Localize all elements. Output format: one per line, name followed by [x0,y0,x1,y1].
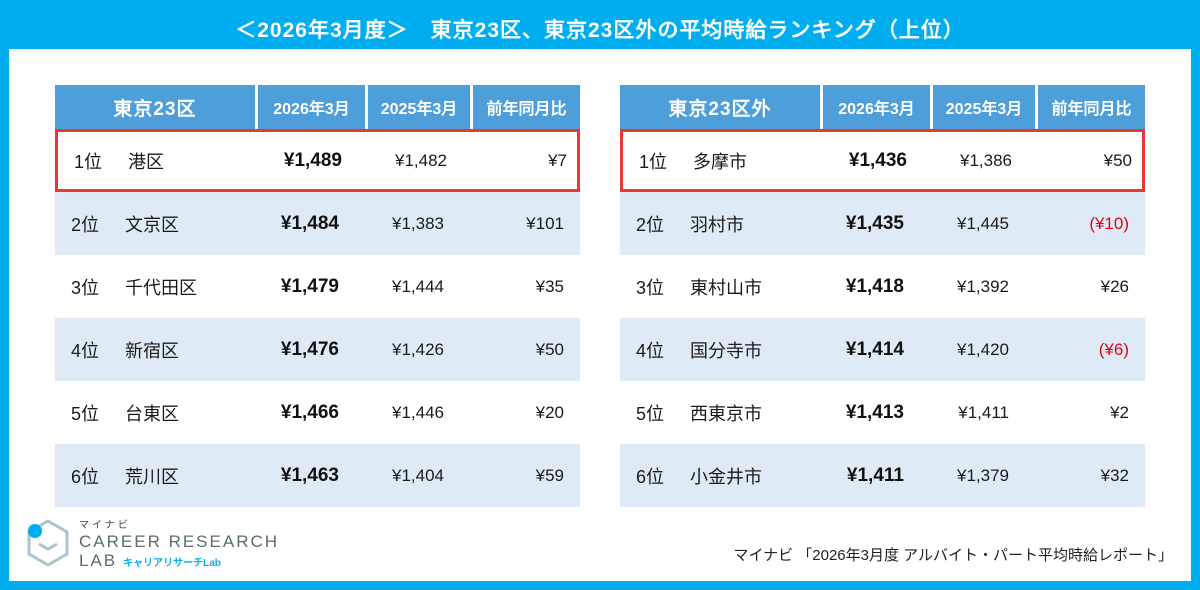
rank-cell: 3位 [71,277,100,298]
wage-2026-cell: ¥1,418 [845,275,904,297]
wage-2026-cell: ¥1,463 [280,464,339,486]
table-row: 1位 港区 ¥1,489 ¥1,482 ¥7 [55,129,580,192]
rank-cell: 1位 [639,151,668,172]
rank-cell: 3位 [636,277,665,298]
diff-cell: ¥20 [535,402,564,422]
table-row: 5位 台東区 ¥1,466 ¥1,446 ¥20 [55,381,580,444]
wage-2025-cell: ¥1,444 [392,276,444,296]
diff-cell: ¥50 [1103,150,1132,170]
table-row: 3位 東村山市 ¥1,418 ¥1,392 ¥26 [620,255,1145,318]
wage-2025-cell: ¥1,445 [957,213,1009,233]
area-cell: 荒川区 [125,466,179,487]
rank-cell: 1位 [74,151,103,172]
rank-cell: 4位 [71,340,100,361]
rank-cell: 2位 [636,214,665,235]
diff-cell: ¥35 [535,276,564,296]
rank-cell: 6位 [636,466,665,487]
area-cell: 小金井市 [690,466,762,487]
diff-cell: ¥50 [535,339,564,359]
area-cell: 羽村市 [690,214,744,235]
wage-2025-cell: ¥1,482 [395,150,447,170]
wage-2025-cell: ¥1,446 [392,402,444,422]
source-note: マイナビ 「2026年3月度 アルバイト・パート平均時給レポート」 [733,547,1173,564]
table-tokyo23-outside: 東京23区外 2026年3月 2025年3月 前年同月比 1位 多摩市 ¥1,4… [620,85,1145,507]
table-row: 2位 文京区 ¥1,484 ¥1,383 ¥101 [55,192,580,255]
area-cell: 多摩市 [693,151,747,172]
table-row: 4位 国分寺市 ¥1,414 ¥1,420 (¥6) [620,318,1145,381]
wage-2026-cell: ¥1,414 [845,338,904,360]
wage-2026-cell: ¥1,413 [845,401,904,423]
diff-cell: ¥32 [1100,465,1129,485]
wage-2026-cell: ¥1,479 [280,275,339,297]
col-header-diff: 前年同月比 [1035,85,1145,129]
logo-brand-sub: LAB [79,551,118,571]
tables-area: 東京23区 2026年3月 2025年3月 前年同月比 1位 港区 ¥1,489… [9,85,1191,507]
logo-brand-jp: キャリアリサーチLab [123,558,221,570]
area-cell: 台東区 [125,403,179,424]
table-row: 3位 千代田区 ¥1,479 ¥1,444 ¥35 [55,255,580,318]
rank-cell: 4位 [636,340,665,361]
region-header: 東京23区外 [620,85,820,129]
rank-cell: 6位 [71,466,100,487]
rank-cell: 2位 [71,214,100,235]
wage-2026-cell: ¥1,489 [283,149,342,171]
wage-2026-cell: ¥1,411 [846,464,904,486]
table-header-row: 東京23区 2026年3月 2025年3月 前年同月比 [55,85,580,129]
wage-2025-cell: ¥1,379 [957,465,1009,485]
diff-cell: ¥59 [535,465,564,485]
wage-2025-cell: ¥1,383 [392,213,444,233]
table-row: 5位 西東京市 ¥1,413 ¥1,411 ¥2 [620,381,1145,444]
table-header-row: 東京23区外 2026年3月 2025年3月 前年同月比 [620,85,1145,129]
table-tokyo23: 東京23区 2026年3月 2025年3月 前年同月比 1位 港区 ¥1,489… [55,85,580,507]
region-header: 東京23区 [55,85,255,129]
wage-2025-cell: ¥1,411 [958,402,1009,422]
wage-2026-cell: ¥1,466 [280,401,339,423]
col-header-2026: 2026年3月 [820,85,930,129]
diff-cell: ¥101 [526,213,564,233]
col-header-2025: 2025年3月 [930,85,1035,129]
table-row: 6位 荒川区 ¥1,463 ¥1,404 ¥59 [55,444,580,507]
wage-2026-cell: ¥1,436 [848,149,907,171]
area-cell: 新宿区 [125,340,179,361]
wage-2026-cell: ¥1,476 [280,338,339,360]
page-title: ＜2026年3月度＞ 東京23区、東京23区外の平均時給ランキング（上位） [9,9,1191,49]
wage-2025-cell: ¥1,426 [392,339,444,359]
table-row: 2位 羽村市 ¥1,435 ¥1,445 (¥10) [620,192,1145,255]
area-cell: 東村山市 [690,277,762,298]
wage-2025-cell: ¥1,404 [392,465,444,485]
hexagon-flask-icon [25,518,71,573]
area-cell: 文京区 [125,214,179,235]
diff-cell: ¥7 [548,150,567,170]
col-header-2026: 2026年3月 [255,85,365,129]
diff-cell: ¥26 [1100,276,1129,296]
career-research-lab-logo: マイナビ CAREER RESEARCH LAB キャリアリサーチLab [25,518,279,573]
table-row: 6位 小金井市 ¥1,411 ¥1,379 ¥32 [620,444,1145,507]
rank-cell: 5位 [636,403,665,424]
rank-cell: 5位 [71,403,100,424]
wage-2025-cell: ¥1,386 [960,150,1012,170]
wage-2025-cell: ¥1,420 [957,339,1009,359]
logo-brand-main: CAREER RESEARCH [79,531,280,551]
area-cell: 西東京市 [690,403,762,424]
diff-cell: (¥10) [1089,213,1129,233]
area-cell: 国分寺市 [690,340,762,361]
diff-cell: (¥6) [1098,339,1129,359]
wage-2026-cell: ¥1,435 [845,212,904,234]
col-header-2025: 2025年3月 [365,85,470,129]
table-row: 4位 新宿区 ¥1,476 ¥1,426 ¥50 [55,318,580,381]
col-header-diff: 前年同月比 [470,85,580,129]
area-cell: 港区 [128,151,164,172]
wage-2026-cell: ¥1,484 [280,212,339,234]
table-row: 1位 多摩市 ¥1,436 ¥1,386 ¥50 [620,129,1145,192]
logo-brand-small: マイナビ [79,520,131,532]
diff-cell: ¥2 [1110,402,1129,422]
wage-2025-cell: ¥1,392 [957,276,1009,296]
area-cell: 千代田区 [125,277,197,298]
